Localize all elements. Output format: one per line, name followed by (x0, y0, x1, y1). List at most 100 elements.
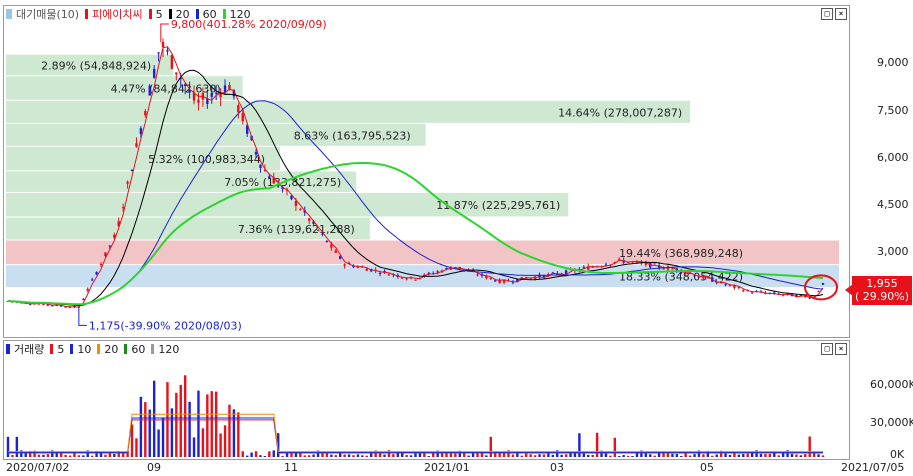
candle-body (476, 274, 479, 276)
candle-body (321, 233, 324, 235)
volume-bar (755, 450, 758, 457)
candle-body (175, 72, 178, 75)
volume-bar (374, 450, 377, 457)
volume-bar (480, 451, 484, 457)
candle-body (139, 128, 143, 134)
volume-bar (99, 451, 103, 457)
supply-band-label: 2.89% (54,848,924) (41, 59, 151, 72)
candle-body (117, 221, 120, 227)
candle-body (166, 50, 169, 52)
candle-body (533, 276, 537, 279)
volume-bar (303, 455, 306, 457)
volume-bar (250, 452, 253, 457)
moving-average-line (7, 69, 824, 307)
volume-bar (502, 452, 506, 457)
price-tick: 6,000 (877, 151, 909, 164)
volume-bar (812, 453, 816, 457)
volume-bar (445, 452, 448, 457)
volume-bar (640, 450, 643, 457)
legend-swatch (85, 9, 89, 19)
supply-band-label: 5.32% (100,983,344) (148, 153, 265, 166)
volume-bar (95, 450, 98, 457)
volume-bar (476, 451, 479, 457)
volume-bar (467, 455, 470, 457)
volume-bar (618, 456, 621, 457)
price-window-controls: □ × (821, 8, 847, 20)
volume-tick: 0K (890, 448, 905, 461)
volume-bar (414, 451, 417, 457)
candle-body (82, 299, 85, 301)
volume-bar (387, 450, 391, 457)
candle-body (144, 111, 147, 116)
legend-swatch-ma5 (148, 9, 152, 19)
high-annotation: 9,800(401.28% 2020/09/09) (171, 18, 327, 31)
volume-bar (795, 454, 798, 457)
volume-bar (144, 402, 147, 457)
volume-bar (59, 453, 63, 457)
volume-bar (77, 455, 81, 457)
volume-bar (285, 451, 289, 457)
volume-bar (737, 454, 741, 457)
x-tick: 2021/07/05 (841, 461, 905, 474)
maximize-button[interactable]: □ (821, 343, 833, 355)
close-button[interactable]: × (835, 343, 847, 355)
volume-bar (86, 450, 89, 457)
candle-body (604, 264, 608, 266)
volume-bar (113, 454, 116, 457)
volume-bar (454, 453, 457, 457)
volume-bar (746, 453, 749, 457)
volume-bar (463, 452, 466, 457)
volume-bar (587, 454, 590, 457)
volume-bar (489, 436, 492, 457)
volume-bar (64, 454, 67, 457)
close-button[interactable]: × (835, 8, 847, 20)
volume-bar (126, 450, 129, 457)
volume-bar (538, 454, 541, 457)
volume-bar (516, 451, 519, 457)
candle-body (742, 290, 745, 292)
candle-body (108, 245, 112, 247)
candle-body (671, 268, 674, 270)
price-tick: 7,500 (877, 104, 909, 117)
volume-bar (237, 412, 240, 457)
volume-chart-panel: 거래량 5 10 20 60 120 □ × (3, 340, 850, 460)
volume-bar (427, 456, 430, 457)
volume-bar (684, 451, 687, 457)
ma120-label: 120 (229, 7, 251, 21)
candle-body (361, 266, 364, 268)
candle-body (152, 68, 156, 78)
volume-bar (662, 451, 665, 457)
maximize-button[interactable]: □ (821, 8, 833, 20)
supply-band-label: 19.44% (368,989,248) (619, 247, 743, 260)
volume-bar (11, 455, 14, 457)
volume-bar (529, 454, 532, 457)
volume-bar (20, 450, 23, 457)
candle-body (64, 306, 67, 308)
candle-body (90, 279, 94, 281)
volume-bar (511, 454, 515, 457)
volume-bar (33, 450, 36, 457)
volume-bar (51, 450, 54, 457)
candle-body (148, 85, 151, 96)
volume-plot (6, 375, 825, 457)
volume-bar (294, 451, 298, 457)
volume-bar (179, 384, 182, 457)
candle-body (498, 279, 501, 284)
volume-bar (702, 454, 705, 457)
candle-body (334, 250, 337, 253)
candle-body (113, 234, 116, 238)
volume-bar (542, 454, 546, 457)
volume-bar (170, 408, 174, 457)
volume-bar (680, 455, 683, 457)
candle-body (365, 268, 368, 271)
volume-bar (281, 455, 284, 457)
moving-average-line (7, 46, 824, 308)
volume-bar (609, 455, 612, 457)
candle-body (183, 84, 187, 86)
volume-bar (175, 392, 178, 457)
legend-swatch-vma20 (97, 344, 101, 354)
candle-body (135, 143, 138, 147)
volume-bar (790, 453, 794, 457)
volume-bar (392, 454, 395, 457)
legend-swatch (6, 9, 12, 19)
